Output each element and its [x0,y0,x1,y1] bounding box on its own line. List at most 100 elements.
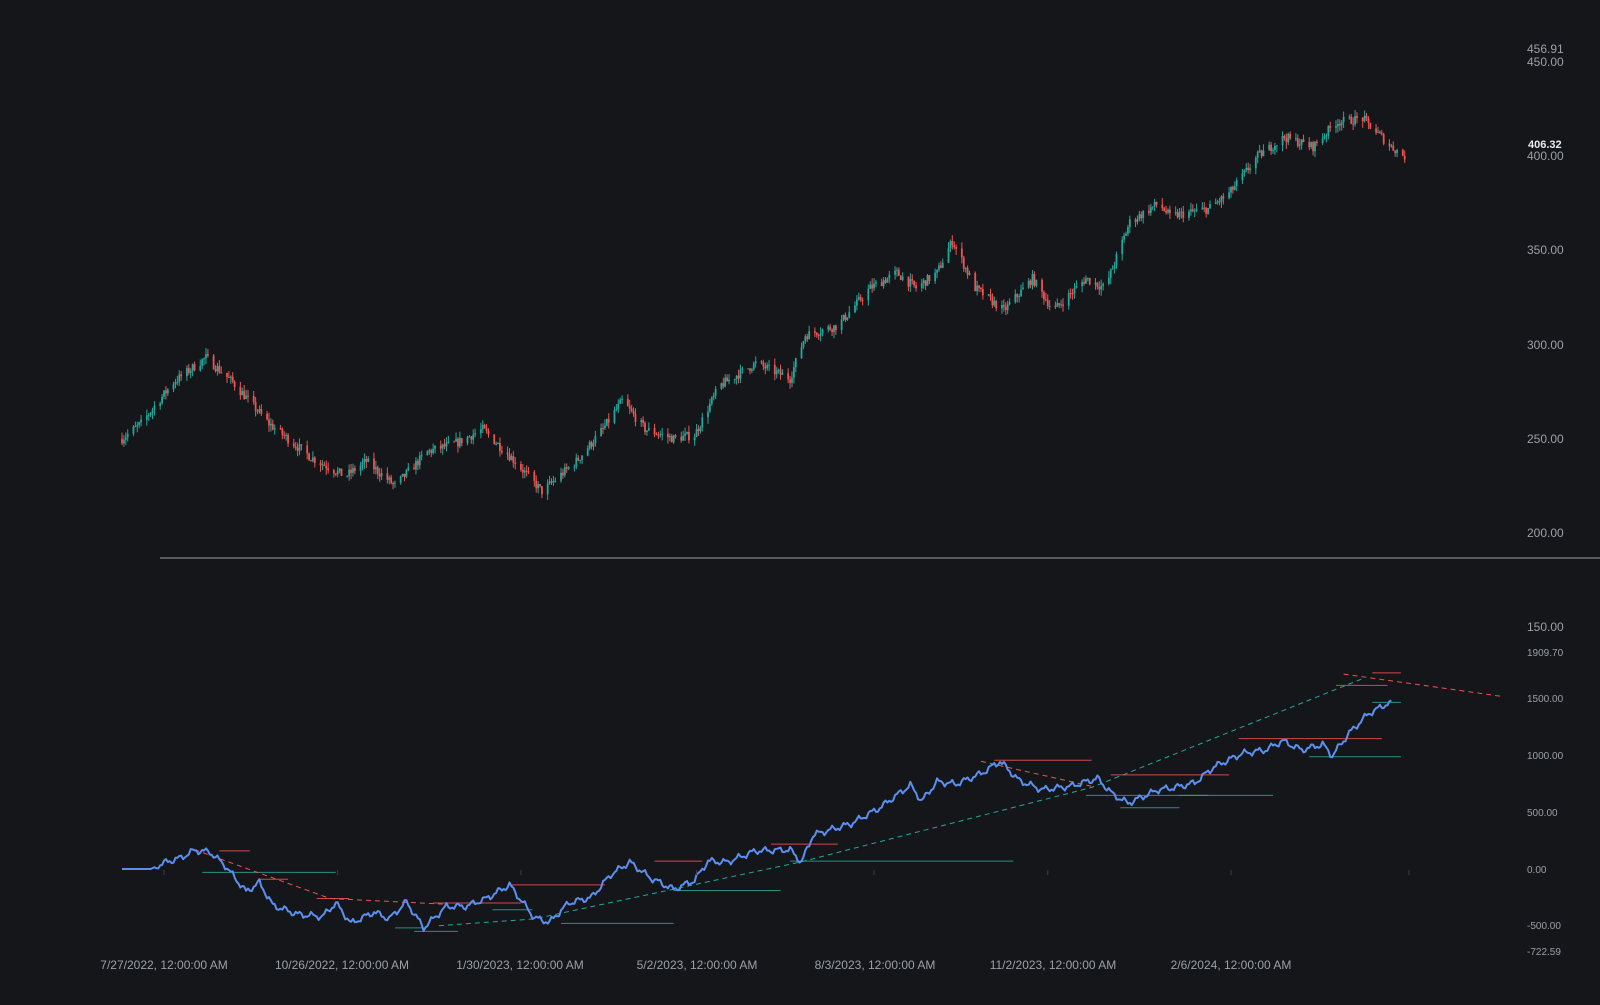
candle-body [834,325,837,331]
candle-body [325,465,328,469]
candle-body [1275,145,1278,147]
candle-body [947,248,950,263]
candle-body [1153,201,1156,207]
candle-body [466,436,469,444]
candle-body [212,355,215,370]
candle-body [1268,144,1271,151]
candle-body [928,275,931,282]
candlestick-series [121,109,1406,500]
candle-body [201,359,204,366]
candle-body [1151,206,1154,208]
candle-body [247,395,249,397]
candle-body [260,409,263,414]
candle-body [401,473,404,477]
candle-body [172,384,175,390]
candle-body [353,468,356,471]
candle-body [726,377,728,382]
candle-body [754,361,757,364]
candle-body [493,434,496,445]
candle-body [554,480,557,482]
candle-body [888,274,891,279]
candle-body [693,437,696,441]
candle-body [418,455,421,466]
oscillator-axis-min-label: -722.59 [1527,947,1561,958]
candle-body [699,427,702,431]
candle-body [642,420,645,423]
candle-body [374,467,377,470]
candle-body [674,435,677,437]
candle-body [1060,304,1063,306]
candle-body [380,473,383,477]
candle-body [1190,209,1192,212]
candle-body [1201,207,1204,210]
candle-body [1228,192,1230,199]
candle-body [1378,131,1381,133]
price-axis[interactable]: 456.91 450.00 406.32 400.00 350.00 300.0… [1527,42,1564,634]
candle-body [245,395,247,399]
candle-body [680,436,683,441]
candle-body [1094,282,1097,285]
time-axis[interactable]: 7/27/2022, 12:00:00 AM 10/26/2022, 12:00… [100,958,1291,972]
candle-body [1165,210,1168,213]
candle-body [976,285,979,292]
candle-body [968,273,971,275]
candle-body [688,431,690,441]
candle-body [523,470,526,473]
candle-body [806,336,809,340]
candle-body [546,483,549,495]
candle-body [800,347,803,359]
oscillator-axis[interactable]: 1909.70 1500.00 1000.00 500.00 0.00 -500… [1527,648,1564,958]
candle-body [653,427,656,435]
candle-body [978,285,980,288]
candle-body [1081,282,1084,287]
candle-body [750,369,753,371]
candle-body [1006,304,1009,311]
time-axis-label: 5/2/2023, 12:00:00 AM [637,958,758,972]
candle-body [764,366,767,369]
candle-body [298,444,301,451]
candle-body [365,459,368,462]
candle-body [338,468,341,471]
candle-body [980,287,982,289]
candle-body [363,459,366,463]
candle-body [1361,117,1364,122]
candle-body [962,257,965,269]
candle-body [802,341,805,348]
candle-body [619,399,622,404]
candle-body [1354,116,1356,125]
candle-body [1111,268,1114,270]
candle-body [258,409,261,412]
candle-body [960,248,963,258]
candle-body [1294,138,1297,140]
candle-body [1336,124,1339,127]
candle-body [403,473,406,477]
candle-body [1149,207,1152,213]
candle-body [792,367,795,378]
candle-body [701,417,704,428]
candle-body [840,319,843,331]
candle-body [231,376,234,382]
candle-body [941,262,944,268]
candle-body [1289,133,1292,139]
candle-body [634,413,637,422]
candle-body [1315,141,1318,144]
candle-body [521,469,524,473]
candle-body [287,435,289,444]
candle-body [241,391,244,396]
candle-body [1321,138,1324,144]
candle-body [430,450,433,454]
candle-body [1352,123,1355,125]
candle-body [1369,122,1372,129]
candle-body [520,464,522,470]
candle-body [880,282,883,287]
candle-body [1260,150,1263,157]
candle-body [1001,304,1003,309]
candle-body [1274,145,1276,151]
candle-body [817,335,820,337]
candle-body [907,276,910,287]
candle-body [1086,277,1089,279]
candle-body [458,437,461,447]
